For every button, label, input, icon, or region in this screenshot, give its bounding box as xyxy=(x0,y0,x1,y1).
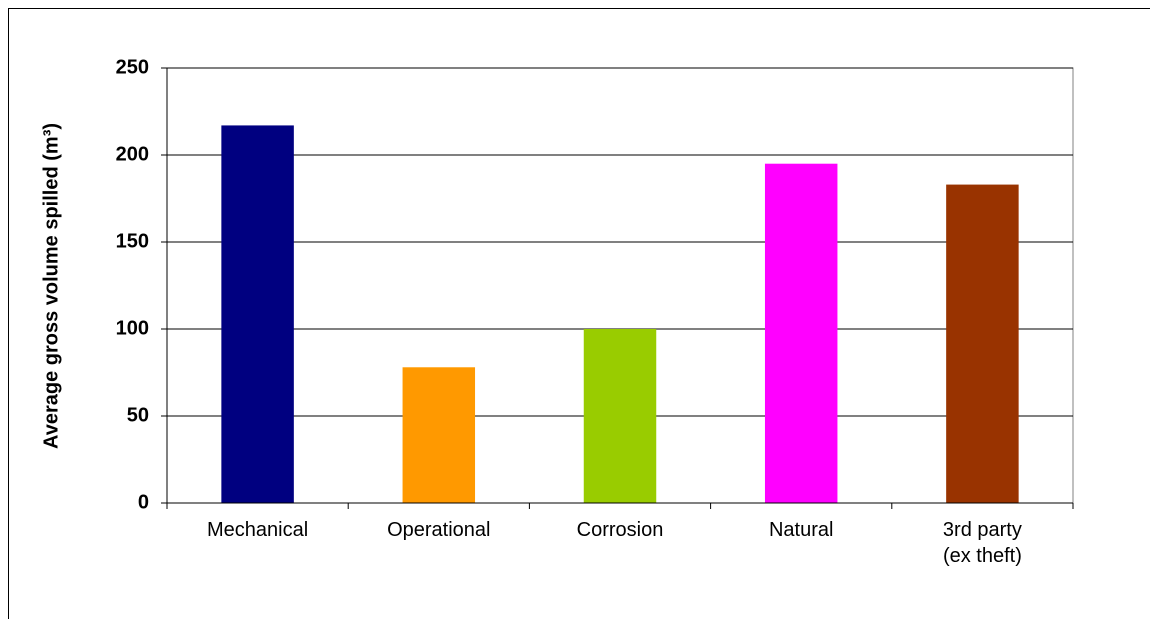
bar xyxy=(946,184,1019,503)
y-tick-label: 100 xyxy=(116,317,149,339)
y-tick-label: 150 xyxy=(116,230,149,252)
bar xyxy=(583,329,657,503)
x-tick-label: Corrosion xyxy=(577,519,664,541)
y-tick-label: 250 xyxy=(116,56,149,78)
y-tick-label: 50 xyxy=(127,404,149,426)
y-tick-label: 0 xyxy=(138,491,149,513)
x-tick-label: Operational xyxy=(387,519,490,541)
x-tick-label: 3rd party (ex theft) xyxy=(943,519,1022,567)
x-tick-label: Natural xyxy=(769,519,833,541)
bar xyxy=(221,125,294,504)
x-tick-label: Mechanical xyxy=(207,519,308,541)
y-tick-label: 200 xyxy=(116,143,149,165)
bar xyxy=(764,163,838,503)
bar xyxy=(402,367,476,503)
y-axis-label: Average gross volume spilled (m³) xyxy=(40,123,62,449)
